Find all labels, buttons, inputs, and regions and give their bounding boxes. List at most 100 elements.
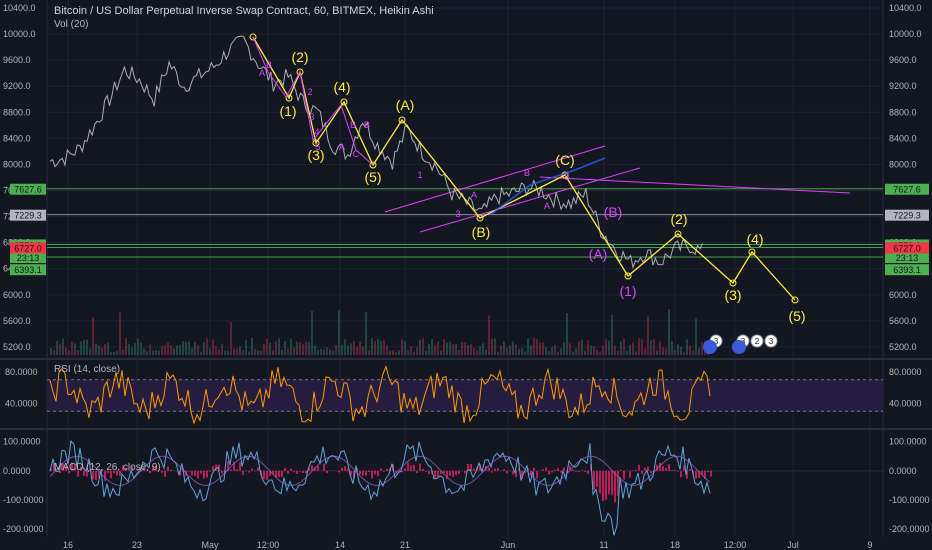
macd-histogram-bar (188, 470, 190, 472)
price-pill-left-bg (10, 242, 46, 254)
macd-label: MACD (12, 26, close, 9) (54, 462, 161, 473)
time-tick: 21 (400, 540, 410, 550)
volume-bar (287, 348, 289, 355)
volume-bar (257, 350, 259, 355)
volume-bar (665, 348, 667, 355)
macd-histogram-bar (623, 470, 625, 480)
price-tick-right: 5600.0 (889, 316, 917, 326)
volume-bar (416, 347, 418, 355)
volume-bar (221, 343, 223, 355)
volume-bar (212, 339, 214, 355)
volume-bar (572, 351, 574, 355)
macd-histogram-bar (59, 470, 61, 473)
macd-histogram-bar (395, 470, 397, 473)
volume-bar (611, 314, 613, 355)
volume-bar (509, 345, 511, 355)
volume-bar (368, 350, 370, 355)
volume-bar (434, 344, 436, 355)
volume-bar (236, 348, 238, 355)
volume-bar (203, 342, 205, 355)
volume-bar (107, 342, 109, 355)
volume-bar (656, 350, 658, 355)
volume-bar (56, 340, 58, 355)
macd-histogram-bar (560, 470, 562, 473)
volume-bar (161, 346, 163, 355)
macd-histogram-bar (197, 470, 199, 479)
macd-histogram-bar (407, 462, 409, 471)
volume-bar (401, 339, 403, 355)
sub-wave-label: 2 (307, 87, 312, 97)
macd-histogram-bar (146, 470, 148, 471)
volume-label: Vol (20) (54, 19, 89, 30)
wave-pivot (369, 161, 377, 169)
macd-histogram-bar (323, 463, 325, 471)
volume-bar (398, 350, 400, 355)
macd-histogram-bar (596, 470, 598, 487)
macd-histogram-bar (80, 466, 82, 471)
volume-bar (482, 343, 484, 355)
volume-bar (86, 339, 88, 355)
volume-bar (560, 348, 562, 355)
volume-bar (647, 316, 649, 355)
macd-histogram-bar (110, 470, 112, 479)
macd-histogram-bar (311, 465, 313, 471)
price-tick-left: 8400.0 (3, 133, 31, 143)
volume-bar (575, 348, 577, 355)
macd-histogram-bar (704, 470, 706, 479)
time-tick: 9 (867, 540, 872, 550)
channel-lower (419, 167, 641, 233)
volume-bar (437, 341, 439, 355)
price-tick-right: 10400.0 (889, 3, 922, 13)
wave-label: (5) (788, 308, 805, 324)
price-tick-right: 8000.0 (889, 159, 917, 169)
macd-histogram-bar (497, 467, 499, 471)
volume-bar (326, 347, 328, 355)
macd-histogram-bar (227, 461, 229, 471)
price-tick-right: 9200.0 (889, 81, 917, 91)
volume-bar (452, 343, 454, 355)
volume-bar (467, 344, 469, 355)
volume-bar (260, 350, 262, 355)
macd-histogram-bar (128, 470, 130, 471)
volume-bar (620, 341, 622, 355)
macd-histogram-bar (656, 464, 658, 471)
macd-histogram-bar (236, 469, 238, 471)
macd-histogram-bar (89, 469, 91, 471)
time-tick: 14 (335, 540, 345, 550)
macd-histogram-bar (545, 467, 547, 471)
macd-histogram-bar (503, 469, 505, 471)
volume-bar (419, 339, 421, 355)
volume-bar (350, 343, 352, 355)
macd-histogram-bar (155, 465, 157, 471)
volume-bar (311, 310, 313, 355)
volume-bar (449, 341, 451, 355)
price-pill-right: 6393.1 (885, 264, 929, 276)
macd-histogram-bar (383, 470, 385, 472)
macd-histogram-bar (581, 470, 583, 471)
volume-bar (380, 340, 382, 355)
macd-histogram-bar (452, 470, 454, 477)
price-pill-left: 6727.0 (10, 242, 46, 254)
volume-bar (62, 338, 64, 355)
wave-label: (C) (555, 152, 574, 168)
wave-pivot (312, 139, 320, 147)
macd-histogram-bar (470, 463, 472, 471)
volume-bar (314, 345, 316, 355)
sub-wave-label: A (339, 142, 345, 152)
macd-histogram-bar (83, 470, 85, 476)
macd-histogram-bar (371, 470, 373, 479)
volume-bar (557, 351, 559, 355)
volume-bar (92, 317, 94, 355)
price-pill-right-bg (885, 209, 929, 221)
volume-bar (521, 348, 523, 355)
volume-bar (341, 344, 343, 355)
sub-wave-label: C (353, 149, 360, 159)
volume-bar (542, 342, 544, 355)
trendline (539, 176, 851, 194)
macd-histogram-bar (443, 470, 445, 474)
wave-label: (5) (364, 169, 381, 185)
wave-pivot (748, 248, 756, 256)
volume-bar (200, 351, 202, 355)
volume-bar (407, 350, 409, 355)
